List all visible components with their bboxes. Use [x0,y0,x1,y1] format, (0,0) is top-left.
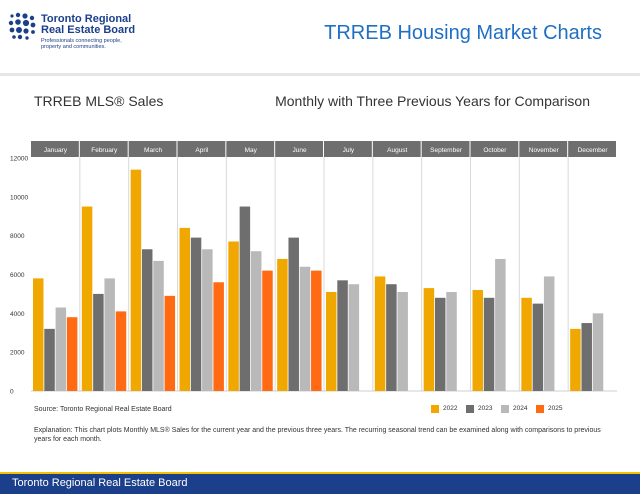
explanation-text: Explanation: This chart plots Monthly ML… [34,427,601,443]
chart-subtitle: Monthly with Three Previous Years for Co… [275,93,590,109]
month-band-cell [421,141,470,157]
y-tick-label: 10000 [10,194,28,201]
month-band-cell [79,141,128,157]
logo-name-line2: Real Estate Board [41,24,136,36]
bar-2023 [93,293,104,391]
month-band-cell [275,141,323,157]
bar-2023 [386,284,397,391]
y-tick-label: 2000 [10,350,25,357]
bar-2022 [423,288,435,391]
month-label: June [293,147,307,154]
month-band-cell [324,141,372,157]
bar-2025 [213,282,224,391]
bar-2022 [33,278,44,391]
y-tick-label: 4000 [10,311,25,318]
bar-2023 [434,297,446,391]
month-band-cell [470,141,519,157]
bar-2023 [337,280,348,391]
bar-2023 [239,206,251,391]
legend: 2022 2023 2024 2025 [431,403,611,415]
month-label: November [529,147,560,154]
header-divider [0,73,640,76]
bar-2023 [532,303,544,391]
logo-name-line1: Toronto Regional [41,13,132,25]
logo-tagline-line1: Professionals connecting people, [41,38,122,44]
bar-2022 [228,241,239,391]
chart-title: TRREB MLS® Sales [34,93,164,109]
bar-2023 [44,328,55,391]
bar-2024 [153,260,164,391]
footer-text: Toronto Regional Real Estate Board [12,477,188,489]
legend-label: 2022 [443,405,458,412]
month-label: August [387,147,407,154]
month-band-cell [31,141,79,157]
bar-2024 [348,284,360,391]
month-label: February [91,147,118,154]
bar-2022 [130,169,142,391]
bar-2023 [483,297,495,391]
month-label: September [430,147,463,154]
bar-2022 [570,328,581,391]
bar-2025 [311,270,322,391]
month-band-cell [226,141,275,157]
month-label: July [343,147,355,154]
month-label: April [195,147,209,154]
bar-2024 [250,251,262,391]
bar-2023 [288,237,299,391]
bar-2022 [81,206,93,391]
y-tick-label: 6000 [10,272,25,279]
bar-2024 [299,266,311,391]
month-band-cell [372,141,421,157]
month-band-cell [568,141,616,157]
bar-2024 [55,307,67,391]
month-label: December [578,147,609,154]
footer: Toronto Regional Real Estate Board [0,472,640,494]
bar-2023 [581,323,592,391]
month-label: March [144,147,162,154]
bar-2023 [190,237,202,391]
bar-2023 [141,249,153,391]
bar-2024 [592,313,604,391]
bar-2022 [472,290,483,391]
bar-2024 [543,276,555,391]
legend-label: 2025 [548,405,563,412]
y-tick-label: 12000 [10,156,28,163]
bar-2024 [397,291,408,391]
bar-2025 [115,311,127,391]
legend-swatch [536,405,544,413]
bar-2022 [326,291,337,391]
bar-2025 [164,295,176,391]
chart: January February March April May June July Augu… [10,141,617,396]
bar-2024 [202,249,213,391]
legend-swatch [466,405,474,413]
bar-2022 [521,297,532,391]
legend-swatch [501,405,509,413]
bar-2024 [104,278,115,391]
month-label: May [245,147,258,154]
trreb-logo[interactable]: Toronto Regional Real Estate Board Profe… [8,10,178,70]
y-tick-label: 0 [10,389,14,396]
legend-swatch [431,405,439,413]
bar-2022 [277,258,288,391]
header: Toronto Regional Real Estate Board Profe… [0,0,640,73]
legend-label: 2023 [478,405,493,412]
month-label: January [44,147,68,154]
bar-2022 [374,276,386,391]
bar-2025 [262,270,273,391]
month-label: October [483,147,507,154]
bar-2024 [446,291,457,391]
source-note: Source: Toronto Regional Real Estate Boa… [34,406,172,413]
month-band-cell [128,141,177,157]
app-title: TRREB Housing Market Charts [324,22,602,44]
bar-2024 [495,258,506,391]
bar-2022 [179,227,190,391]
bar-2025 [66,317,78,391]
y-tick-label: 8000 [10,233,25,240]
legend-label: 2024 [513,405,528,412]
month-band-cell [519,141,568,157]
logo-dots-icon [8,12,36,40]
month-band-cell [177,141,226,157]
logo-tagline-line2: property and communities. [41,44,106,50]
